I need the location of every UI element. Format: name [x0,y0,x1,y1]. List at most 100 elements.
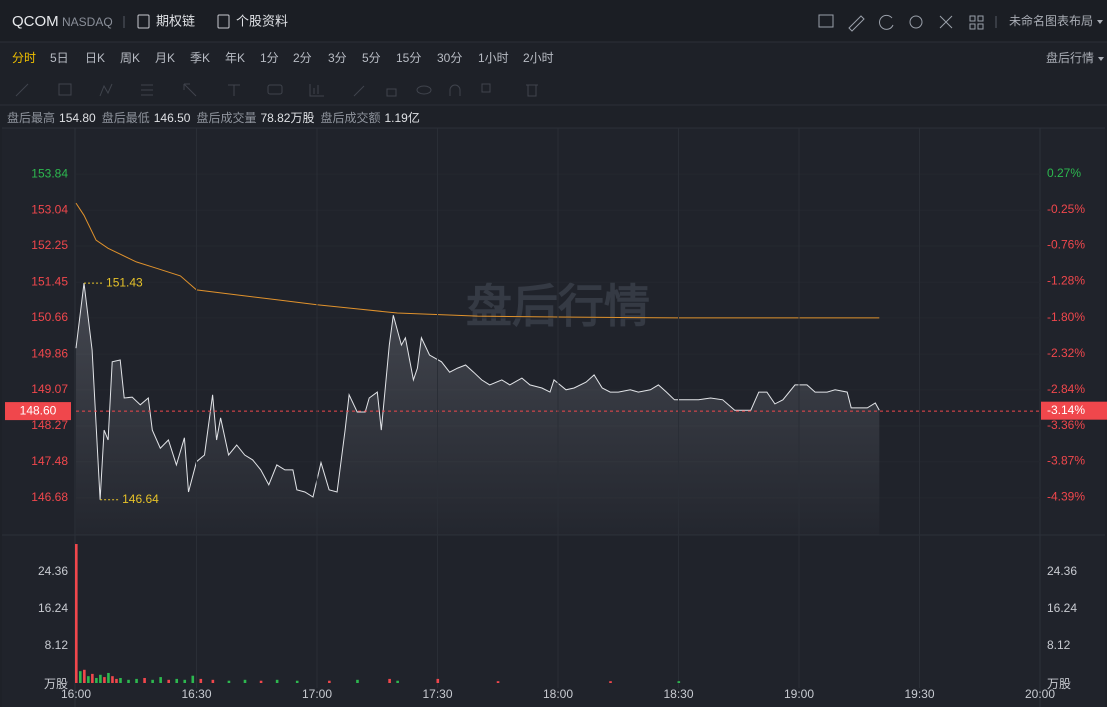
volume-bar [496,681,500,683]
tool[interactable] [183,83,197,97]
exchange: NASDAQ [62,15,113,29]
period-tab[interactable]: 1分 [260,51,279,65]
stat-value: 78.82万股 [260,111,314,125]
y-tick-label: 150.66 [31,310,68,324]
volume-bar [159,677,162,683]
period-tab[interactable]: 季K [190,51,210,65]
y-tick-label: 147.48 [31,454,68,468]
stats-row: 盘后最高 154.80 盘后最低 146.50 盘后成交量 78.82万股 盘后成交额 1.1… [7,110,420,125]
unit-label: 万股 [1047,677,1071,691]
profile-link[interactable]: 个股资料 [217,13,288,29]
period-tab[interactable]: 2小时 [523,51,554,65]
extreme-label: 146.64 [122,492,159,506]
period-tab[interactable]: 年K [225,51,245,65]
y-tick-label: 153.84 [31,166,68,180]
volume-bar [99,674,102,683]
layout-name[interactable]: 未命名图表布局 [1009,13,1093,28]
period-tab[interactable]: 2分 [293,51,312,65]
volume-bar [191,675,195,683]
icon[interactable] [818,14,834,28]
extreme-label: 151.43 [106,275,143,289]
dropdown-arrow[interactable] [1098,57,1104,61]
volume-bar [111,676,114,683]
volume-bar [677,681,681,683]
session-menu[interactable]: 盘后行情 [1046,50,1094,65]
period-tab[interactable]: 月K [155,51,175,65]
period-tab[interactable]: 15分 [396,51,421,65]
volume-bar [436,678,440,683]
icon[interactable] [939,15,953,29]
y2-tick-label: -2.84% [1047,382,1085,396]
x-tick-label: 18:30 [663,687,693,701]
y-tick-label: 16.24 [38,601,68,615]
tool[interactable] [228,84,240,96]
y-tick-label: 8.12 [45,638,69,652]
period-tab[interactable]: 5分 [362,51,381,65]
x-tick-label: 17:00 [302,687,332,701]
volume-bar [275,679,279,683]
y2-tick-label: 0.27% [1047,166,1081,180]
volume-bar [127,679,130,683]
icon[interactable] [969,15,984,30]
tool[interactable] [526,84,538,97]
tool[interactable] [99,83,113,97]
link-text[interactable]: 个股资料 [236,13,288,28]
period-tab[interactable]: 5日 [50,51,69,65]
y2-tick-label: -3.36% [1047,418,1085,432]
stat-label: 盘后成交量 [196,110,256,125]
series-line [75,283,880,500]
chart: 146.68 147.48 148.27 149.07 149.86 150.66 151.… [2,127,1107,707]
period-tab[interactable]: 分时 [12,51,36,65]
volume-bar [135,678,138,683]
y2-tick-label: -3.87% [1047,454,1085,468]
tool[interactable] [353,85,365,97]
tool[interactable] [481,83,491,93]
x-tick-label: 18:00 [543,687,573,701]
y-tick-label: 149.07 [31,382,68,396]
volume-bar [199,678,203,683]
volume-bar [356,679,359,683]
tool[interactable] [267,84,283,95]
y-tick-label: 151.45 [31,274,68,288]
period-tabs: 分时 5日 日K 周K 月K 季K 年K 1分 2分 3分 5分 15分 30分 1小时 2小时 [12,51,554,65]
period-tab[interactable]: 3分 [328,51,347,65]
x-tick-label: 19:30 [904,687,934,701]
volume-bar [143,677,146,683]
x-tick-label: 16:30 [181,687,211,701]
tool[interactable] [416,85,432,95]
icon[interactable] [848,15,865,32]
icon[interactable] [909,15,923,29]
y2-tick-label: -4.39% [1047,490,1085,504]
y-tick-label: 152.25 [31,238,68,252]
x-tick-label: 16:00 [61,687,91,701]
icon[interactable] [879,14,894,30]
stat-label: 盘后成交额 [320,110,380,125]
y2-tick-label: -0.25% [1047,202,1085,216]
stat-value: 1.19亿 [385,110,420,125]
volume-bar [396,680,399,683]
period-tab[interactable]: 日K [85,51,105,65]
stat-value: 154.80 [59,111,96,125]
period-tab[interactable]: 周K [120,51,140,65]
period-tab[interactable]: 1小时 [478,51,509,65]
symbol: QCOM [12,13,59,30]
x-tick-label: 20:00 [1025,687,1055,701]
link-text[interactable]: 期权链 [156,13,195,28]
period-tab[interactable]: 30分 [437,51,462,65]
volume-bar [183,679,187,683]
tool[interactable] [58,83,72,96]
volume-bar [167,679,170,683]
x-tick-label: 17:30 [422,687,452,701]
dropdown-arrow[interactable] [1097,20,1103,24]
tool[interactable] [15,83,29,97]
tool[interactable] [386,88,397,97]
volume-bar [609,681,612,683]
y2-tick-label: 8.12 [1047,638,1071,652]
volume-bar [87,676,90,683]
volume-bar [75,544,78,683]
options-link[interactable]: 期权链 [137,13,195,29]
tool[interactable] [449,84,461,96]
tool[interactable] [309,84,324,97]
tool[interactable] [141,84,153,96]
y2-tick-label: -1.80% [1047,310,1085,324]
